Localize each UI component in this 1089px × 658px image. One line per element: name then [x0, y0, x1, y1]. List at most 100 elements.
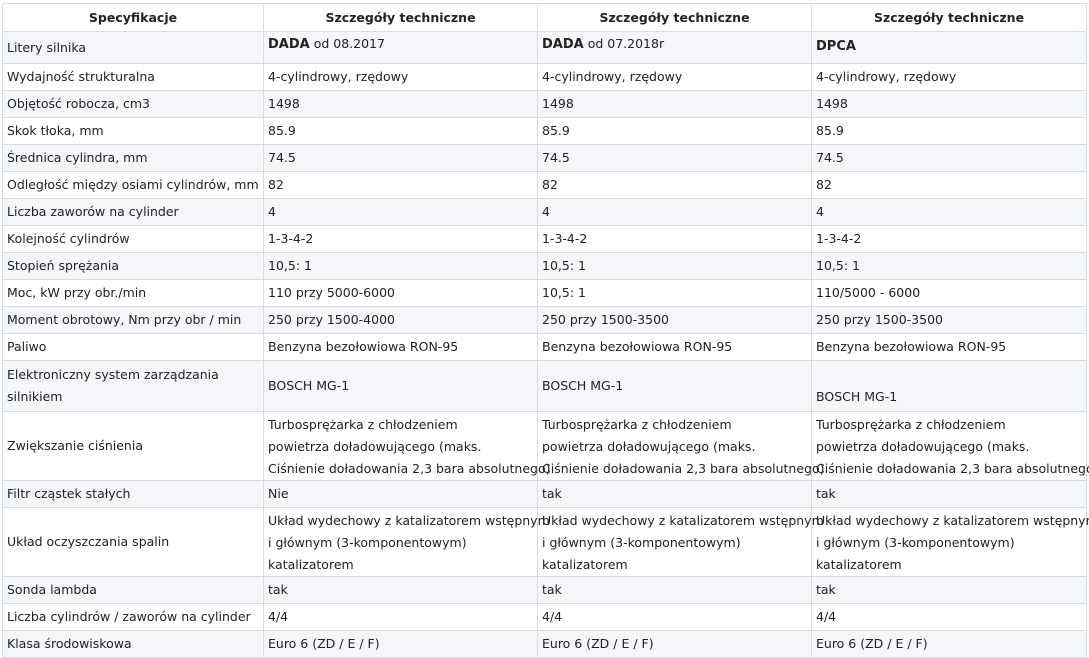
- cell: 1498: [537, 90, 812, 118]
- cell: Benzyna bezołowiowa RON-95: [811, 333, 1087, 361]
- cell: 10,5: 1: [537, 279, 812, 307]
- engine-code-suffix: od 08.2017: [309, 36, 385, 51]
- cell: 10,5: 1: [263, 252, 538, 280]
- cell: 1498: [811, 90, 1087, 118]
- cell: Turbosprężarka z chłodzeniem powietrza d…: [537, 411, 825, 481]
- row-label: Kolejność cylindrów: [2, 225, 264, 253]
- cell-line: Układ wydechowy z katalizatorem wstępnym: [816, 513, 1089, 528]
- cell: 4/4: [263, 603, 538, 631]
- cell: Układ wydechowy z katalizatorem wstępnym…: [537, 507, 824, 577]
- cell-line: katalizatorem: [542, 557, 628, 572]
- table-row: Objętość robocza, cm3 1498 1498 1498: [2, 90, 1087, 118]
- table-row: Filtr cząstek stałych Nie tak tak: [2, 480, 1087, 508]
- cell: 4: [811, 198, 1087, 226]
- cell-line: Ciśnienie doładowania 2,3 bara absolutne…: [542, 461, 825, 476]
- cell: 250 przy 1500-4000: [263, 306, 538, 334]
- cell: 74.5: [811, 144, 1087, 172]
- cell-line: i głównym (3-komponentowym): [268, 535, 467, 550]
- row-label: Sonda lambda: [2, 576, 264, 604]
- engine-spec-table: Specyfikacje Szczegóły techniczne Szczeg…: [2, 3, 1089, 658]
- table-row: Litery silnika DADA od 08.2017 DADA od 0…: [2, 31, 1087, 64]
- table-row: Elektroniczny system zarządzania silniki…: [2, 360, 1087, 412]
- cell-line: Turbosprężarka z chłodzeniem: [542, 417, 732, 432]
- table-row: Liczba zaworów na cylinder 4 4 4: [2, 198, 1087, 226]
- cell: 250 przy 1500-3500: [537, 306, 812, 334]
- cell-line: Ciśnienie doładowania 2,3 bara absolutne…: [268, 461, 551, 476]
- cell: 1498: [263, 90, 538, 118]
- cell: tak: [811, 576, 1087, 604]
- table-row: Moc, kW przy obr./min 110 przy 5000-6000…: [2, 279, 1087, 307]
- row-label: Zwiększanie ciśnienia: [2, 411, 264, 481]
- cell: DADA od 08.2017: [263, 31, 538, 64]
- cell: 4: [263, 198, 538, 226]
- cell: Nie: [263, 480, 538, 508]
- cell-line: Układ wydechowy z katalizatorem wstępnym: [268, 513, 550, 528]
- row-label: Odległość między osiami cylindrów, mm: [2, 171, 264, 199]
- cell: BOSCH MG-1: [811, 360, 1087, 412]
- engine-code-suffix: od 07.2018r: [583, 36, 665, 51]
- cell-line: katalizatorem: [268, 557, 354, 572]
- row-label: Stopień sprężania: [2, 252, 264, 280]
- cell-multiline: Układ wydechowy z katalizatorem wstępnym…: [816, 510, 1089, 576]
- engine-code: DADA: [542, 37, 584, 52]
- row-label: Objętość robocza, cm3: [2, 90, 264, 118]
- cell: 110/5000 - 6000: [811, 279, 1087, 307]
- table-row: Średnica cylindra, mm 74.5 74.5 74.5: [2, 144, 1087, 172]
- cell: 82: [811, 171, 1087, 199]
- cell: 10,5: 1: [537, 252, 812, 280]
- cell-line: powietrza doładowującego (maks.: [268, 439, 482, 454]
- cell: 4-cylindrowy, rzędowy: [811, 63, 1087, 91]
- cell-line: powietrza doładowującego (maks.: [816, 439, 1030, 454]
- cell-line: i głównym (3-komponentowym): [816, 535, 1015, 550]
- table-row: Wydajność strukturalna 4-cylindrowy, rzę…: [2, 63, 1087, 91]
- cell-line: Turbosprężarka z chłodzeniem: [816, 417, 1006, 432]
- cell: Turbosprężarka z chłodzeniem powietrza d…: [263, 411, 551, 481]
- cell: tak: [263, 576, 538, 604]
- cell-multiline: Turbosprężarka z chłodzeniem powietrza d…: [542, 414, 825, 480]
- cell: Euro 6 (ZD / E / F): [263, 630, 538, 658]
- table-row: Układ oczyszczania spalin Układ wydechow…: [2, 507, 1089, 577]
- cell: Euro 6 (ZD / E / F): [811, 630, 1087, 658]
- table-row: Liczba cylindrów / zaworów na cylinder 4…: [2, 603, 1087, 631]
- cell-line: Układ wydechowy z katalizatorem wstępnym: [542, 513, 824, 528]
- row-label: Wydajność strukturalna: [2, 63, 264, 91]
- cell: 4: [537, 198, 812, 226]
- cell: Układ wydechowy z katalizatorem wstępnym…: [263, 507, 550, 577]
- cell: Benzyna bezołowiowa RON-95: [263, 333, 538, 361]
- header-col-1: Szczegóły techniczne: [263, 3, 538, 32]
- cell: 1-3-4-2: [263, 225, 538, 253]
- table-header-row: Specyfikacje Szczegóły techniczne Szczeg…: [2, 3, 1087, 32]
- table-row: Klasa środowiskowa Euro 6 (ZD / E / F) E…: [2, 630, 1087, 658]
- cell: 1-3-4-2: [811, 225, 1087, 253]
- cell: 82: [263, 171, 538, 199]
- row-label: Paliwo: [2, 333, 264, 361]
- row-label: Skok tłoka, mm: [2, 117, 264, 145]
- cell: 4/4: [811, 603, 1087, 631]
- cell-multiline: Układ wydechowy z katalizatorem wstępnym…: [542, 510, 824, 576]
- row-label: Litery silnika: [2, 31, 264, 64]
- table-row: Zwiększanie ciśnienia Turbosprężarka z c…: [2, 411, 1089, 481]
- row-label: Elektroniczny system zarządzania silniki…: [2, 360, 264, 412]
- cell: 85.9: [811, 117, 1087, 145]
- cell: BOSCH MG-1: [537, 360, 812, 412]
- cell: Turbosprężarka z chłodzeniem powietrza d…: [811, 411, 1089, 481]
- cell: 74.5: [263, 144, 538, 172]
- table-row: Moment obrotowy, Nm przy obr / min 250 p…: [2, 306, 1087, 334]
- row-label: Liczba cylindrów / zaworów na cylinder: [2, 603, 264, 631]
- table-row: Paliwo Benzyna bezołowiowa RON-95 Benzyn…: [2, 333, 1087, 361]
- engine-code: DADA: [268, 37, 310, 52]
- cell: DADA od 07.2018r: [537, 31, 812, 64]
- cell: 85.9: [537, 117, 812, 145]
- cell: 74.5: [537, 144, 812, 172]
- cell-line: Turbosprężarka z chłodzeniem: [268, 417, 458, 432]
- table-row: Sonda lambda tak tak tak: [2, 576, 1087, 604]
- cell: 1-3-4-2: [537, 225, 812, 253]
- row-label: Filtr cząstek stałych: [2, 480, 264, 508]
- cell: 110 przy 5000-6000: [263, 279, 538, 307]
- cell-line: Ciśnienie doładowania 2,3 bara absolutne…: [816, 461, 1089, 476]
- cell: 4/4: [537, 603, 812, 631]
- row-label: Klasa środowiskowa: [2, 630, 264, 658]
- cell: Euro 6 (ZD / E / F): [537, 630, 812, 658]
- table-row: Kolejność cylindrów 1-3-4-2 1-3-4-2 1-3-…: [2, 225, 1087, 253]
- cell: 85.9: [263, 117, 538, 145]
